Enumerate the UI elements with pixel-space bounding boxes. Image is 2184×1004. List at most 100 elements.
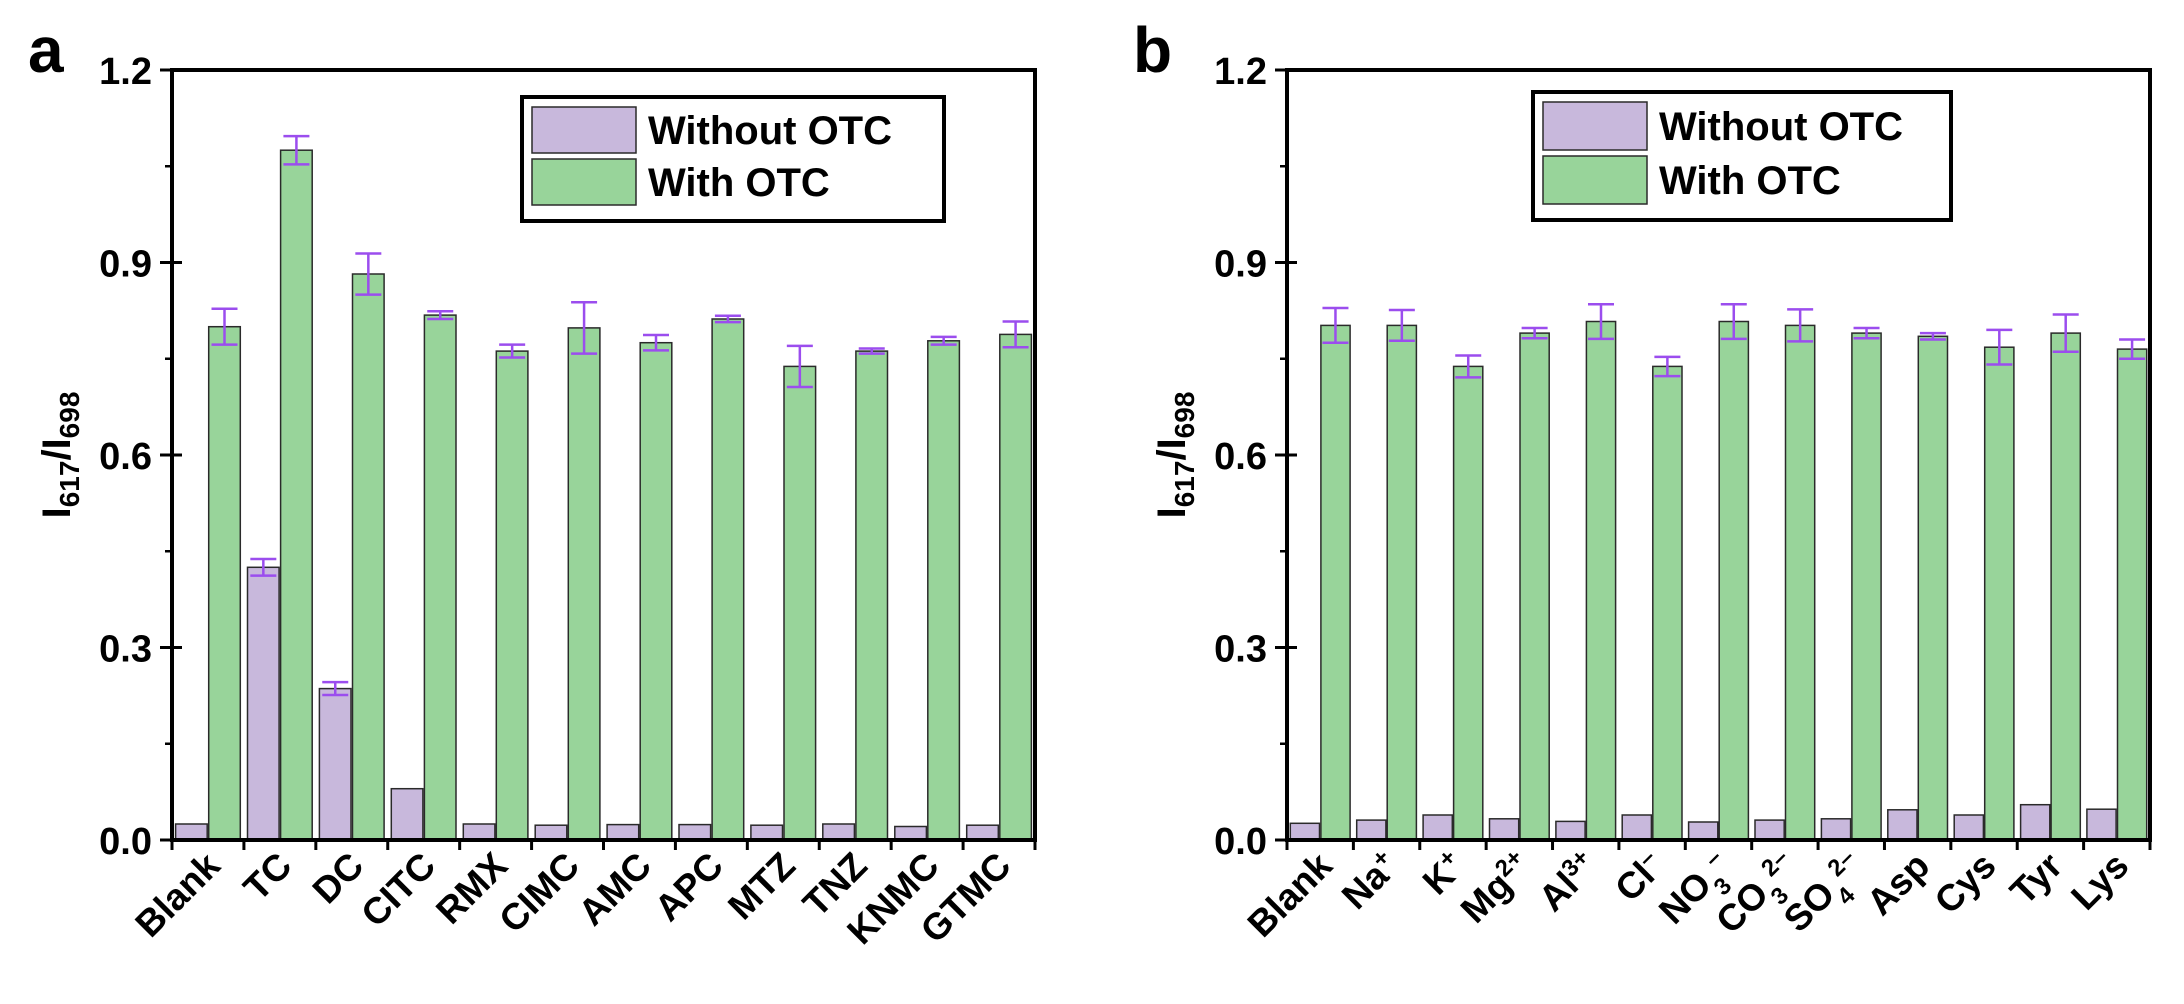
bar-without-otc-Cl– xyxy=(1621,814,1653,841)
bar-without-otc-CO32– xyxy=(1754,819,1785,841)
x-tick-label-part: 2– xyxy=(1822,844,1860,882)
x-tick-label-part: CITC xyxy=(353,845,443,935)
legend-swatch-with-otc xyxy=(531,158,637,206)
x-tick-label-part: AMC xyxy=(571,845,660,934)
y-axis-label-part: 617 xyxy=(54,461,85,508)
bar-with-otc-K+ xyxy=(1452,365,1484,841)
bar-with-otc-Tyr xyxy=(2050,332,2082,841)
bar-without-otc-TNZ xyxy=(822,823,856,841)
bar-with-otc-GTMC xyxy=(999,333,1033,841)
bar-with-otc-CIMC xyxy=(567,327,601,841)
bar-with-otc-SO42– xyxy=(1851,332,1882,841)
bar-with-otc-Cl– xyxy=(1652,365,1683,841)
bar-without-otc-Asp xyxy=(1887,809,1918,841)
bar-without-otc-Mg2+ xyxy=(1488,818,1520,841)
bar-with-otc-CO32– xyxy=(1784,324,1816,841)
x-tick-label-part: 2– xyxy=(1756,844,1794,882)
bar-with-otc-TC xyxy=(279,149,313,841)
bar-with-otc-DC xyxy=(351,273,385,841)
bar-without-otc-CITC xyxy=(390,787,424,841)
x-tick-label-part: CIMC xyxy=(491,845,587,941)
x-tick-label-part: SO xyxy=(1776,873,1843,940)
bar-without-otc-CIMC xyxy=(534,824,568,841)
y-tick-label: 0.0 xyxy=(1214,821,1267,863)
y-axis-label-part: I xyxy=(35,507,79,518)
bar-without-otc-SO42– xyxy=(1820,818,1852,841)
x-tick-label-Tyr: Tyr xyxy=(2002,845,2070,913)
x-tick-label-AMC: AMC xyxy=(571,845,660,934)
x-tick-label-CIMC: CIMC xyxy=(491,845,587,941)
bar-with-otc-Blank xyxy=(207,325,242,841)
bar-with-otc-Asp xyxy=(1917,335,1949,841)
x-tick-label-CITC: CITC xyxy=(353,845,443,935)
bar-without-otc-Blank xyxy=(174,823,208,841)
bar-with-otc-Mg2+ xyxy=(1519,332,1550,841)
x-tick-label-part: Asp xyxy=(1859,845,1937,923)
x-tick-label-part: MTZ xyxy=(720,845,803,928)
x-tick-label-Cys: Cys xyxy=(1927,845,2004,922)
bar-without-otc-Cys xyxy=(1953,814,1985,841)
x-tick-label-part: APC xyxy=(647,845,731,929)
bar-without-otc-DC xyxy=(318,687,352,841)
x-tick-label-part: Lys xyxy=(2063,845,2136,918)
bar-with-otc-Cys xyxy=(1983,346,2015,841)
bar-without-otc-APC xyxy=(678,823,712,841)
bar-with-otc-MTZ xyxy=(783,365,817,841)
panel-label: b xyxy=(1133,14,1172,86)
legend-label-without-otc: Without OTC xyxy=(648,109,892,153)
x-tick-label-MTZ: MTZ xyxy=(720,845,803,928)
x-tick-label-Al3+: Al3+ xyxy=(1530,844,1606,920)
y-tick-label: 0.9 xyxy=(99,244,152,286)
x-tick-label-part: – xyxy=(1699,844,1728,873)
x-tick-label-Mg2+: Mg2+ xyxy=(1452,844,1539,931)
bar-without-otc-RMX xyxy=(462,823,496,841)
bar-without-otc-KNMC xyxy=(894,825,928,841)
bar-with-otc-Blank xyxy=(1320,324,1351,841)
legend-swatch-with-otc xyxy=(1542,155,1648,205)
y-axis-label-part: /I xyxy=(35,438,79,460)
y-axis-label: I617/I698 xyxy=(35,392,85,519)
x-tick-label-part: Cys xyxy=(1927,845,2004,922)
x-tick-label-part: NO xyxy=(1651,864,1719,932)
x-tick-label-Asp: Asp xyxy=(1859,845,1937,923)
bar-with-otc-RMX xyxy=(495,350,529,841)
bar-with-otc-Na+ xyxy=(1386,324,1418,841)
bar-with-otc-KNMC xyxy=(927,340,961,841)
y-tick-label: 1.2 xyxy=(1214,51,1267,93)
panel-label: a xyxy=(28,14,64,86)
y-axis-label: I617/I698 xyxy=(1150,392,1200,519)
bar-with-otc-APC xyxy=(711,318,745,841)
bar-without-otc-TC xyxy=(246,566,280,841)
y-axis-label-part: 698 xyxy=(54,392,85,439)
y-axis-label-part: 698 xyxy=(1169,392,1200,439)
x-tick-label-part: TC xyxy=(236,845,300,909)
x-tick-label-Na+: Na+ xyxy=(1333,844,1406,917)
x-tick-label-Lys: Lys xyxy=(2063,845,2136,918)
bar-with-otc-AMC xyxy=(639,341,673,841)
legend-label-with-otc: With OTC xyxy=(1659,159,1841,203)
y-axis-label-part: 617 xyxy=(1169,461,1200,508)
bar-without-otc-Al3+ xyxy=(1555,820,1586,841)
y-tick-label: 0.3 xyxy=(99,629,152,671)
x-tick-label-TC: TC xyxy=(236,845,300,909)
bar-with-otc-TNZ xyxy=(855,350,889,841)
bar-without-otc-Blank xyxy=(1289,822,1321,841)
y-axis-label-part: I xyxy=(1150,507,1194,518)
bar-without-otc-Tyr xyxy=(2019,803,2051,841)
legend-label-with-otc: With OTC xyxy=(648,161,830,205)
bar-without-otc-NO3– xyxy=(1687,821,1719,841)
legend-swatch-without-otc xyxy=(531,106,637,154)
y-tick-label: 0.3 xyxy=(1214,629,1267,671)
bar-without-otc-MTZ xyxy=(750,824,784,841)
y-axis-label-part: /I xyxy=(1150,438,1194,460)
legend-swatch-without-otc xyxy=(1542,101,1648,151)
y-tick-label: 0.9 xyxy=(1214,244,1267,286)
bar-without-otc-K+ xyxy=(1422,814,1454,841)
legend-label-without-otc: Without OTC xyxy=(1659,105,1903,149)
bar-without-otc-GTMC xyxy=(965,824,1000,841)
bar-without-otc-Lys xyxy=(2086,808,2117,841)
bar-with-otc-NO3– xyxy=(1718,320,1750,841)
